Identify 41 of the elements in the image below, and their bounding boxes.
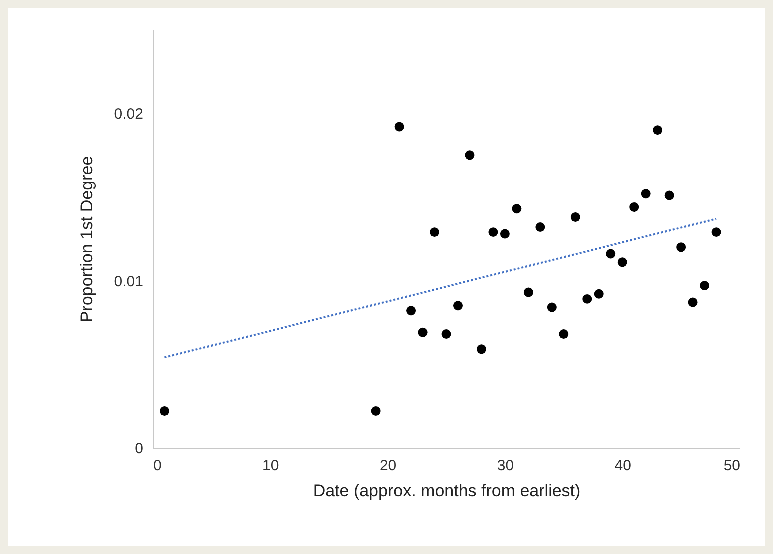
x-axis-title: Date (approx. months from earliest) — [313, 482, 581, 500]
point — [618, 258, 628, 268]
point — [700, 281, 710, 291]
point — [606, 249, 616, 259]
point — [418, 328, 428, 338]
point — [676, 242, 686, 252]
point — [406, 306, 416, 316]
point — [570, 212, 580, 222]
x-tick-label: 20 — [380, 458, 397, 474]
y-tick-label: 0.01 — [114, 273, 144, 290]
point — [594, 289, 604, 299]
point — [630, 202, 640, 212]
point — [688, 298, 698, 308]
point — [394, 122, 404, 132]
point — [453, 301, 463, 311]
point — [547, 302, 557, 312]
point — [476, 344, 486, 354]
point — [430, 228, 440, 238]
y-tick-label: 0 — [135, 440, 144, 458]
y-axis-title: Proportion 1st Degree — [77, 156, 96, 323]
point — [465, 150, 475, 160]
point — [664, 190, 674, 200]
y-tick-label: 0.02 — [114, 106, 144, 124]
x-tick-label: 10 — [262, 458, 280, 474]
x-tick-label: 50 — [724, 458, 740, 474]
point — [488, 228, 498, 238]
point — [160, 406, 170, 416]
point — [653, 126, 663, 136]
point — [559, 330, 569, 340]
point — [371, 406, 381, 416]
point — [582, 294, 592, 304]
x-tick-label: 30 — [497, 458, 514, 474]
point — [536, 222, 546, 232]
x-tick-label: 40 — [614, 458, 632, 474]
point — [641, 189, 651, 199]
point — [500, 229, 510, 239]
x-tick-label: 0 — [154, 458, 162, 474]
point — [712, 228, 722, 238]
point — [442, 330, 452, 340]
point — [512, 204, 522, 214]
point — [524, 288, 534, 298]
